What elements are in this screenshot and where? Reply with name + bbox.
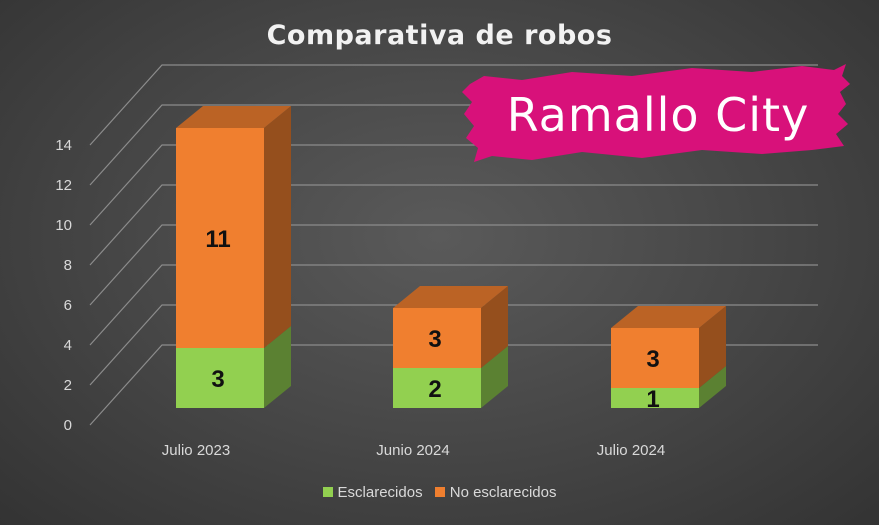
bar-segment-side bbox=[481, 346, 508, 408]
y-tick-label: 6 bbox=[64, 297, 72, 314]
bar-segment-side bbox=[699, 306, 726, 388]
data-label: 3 bbox=[211, 366, 224, 393]
gridline bbox=[89, 344, 818, 426]
bar-segment bbox=[393, 368, 481, 408]
legend-swatch-esclarecidos bbox=[322, 487, 333, 497]
y-tick-label: 8 bbox=[64, 257, 72, 274]
y-tick-label: 14 bbox=[55, 137, 72, 154]
y-tick-label: 10 bbox=[55, 217, 72, 234]
bar-top-face bbox=[611, 306, 726, 328]
gridline bbox=[89, 64, 818, 146]
legend-swatch-no-esclarecidos bbox=[434, 487, 445, 497]
x-tick-label: Junio 2024 bbox=[376, 442, 449, 459]
data-label: 2 bbox=[428, 376, 441, 403]
chart-title: Comparativa de robos bbox=[266, 20, 613, 51]
y-tick-label: 12 bbox=[55, 177, 72, 194]
bar-top-face bbox=[393, 286, 508, 308]
bar-segment-side bbox=[699, 366, 726, 408]
bar-segment bbox=[611, 328, 699, 388]
x-tick-label: Julio 2023 bbox=[162, 442, 230, 459]
y-tick-label: 2 bbox=[64, 377, 72, 394]
gridline bbox=[89, 184, 818, 266]
bar-segment bbox=[176, 128, 264, 348]
data-label: 11 bbox=[205, 226, 230, 253]
x-tick-label: Julio 2024 bbox=[597, 442, 665, 459]
gridline bbox=[89, 264, 818, 346]
gridline bbox=[89, 224, 818, 306]
y-tick-label: 4 bbox=[64, 337, 72, 354]
brand-logo: Ramallo City bbox=[462, 62, 854, 170]
chart-legend: Esclarecidos No esclarecidos bbox=[0, 484, 879, 501]
data-label: 1 bbox=[646, 386, 659, 413]
brand-brush-stroke bbox=[462, 64, 850, 162]
bar-segment bbox=[611, 388, 699, 408]
legend-label-esclarecidos: Esclarecidos bbox=[337, 484, 423, 501]
legend-item-no-esclarecidos: No esclarecidos bbox=[434, 484, 557, 501]
data-label: 3 bbox=[646, 346, 659, 373]
data-label: 3 bbox=[428, 326, 441, 353]
bar-segment-side bbox=[481, 286, 508, 368]
bar-segment-side bbox=[264, 326, 291, 408]
legend-item-esclarecidos: Esclarecidos bbox=[322, 484, 423, 501]
bar-segment bbox=[176, 348, 264, 408]
bar-segment-side bbox=[264, 106, 291, 348]
y-tick-label: 0 bbox=[64, 417, 72, 434]
bar-top-face bbox=[176, 106, 291, 128]
bar-segment bbox=[393, 308, 481, 368]
gridline bbox=[89, 304, 818, 386]
brand-text: Ramallo City bbox=[506, 88, 810, 142]
legend-label-no-esclarecidos: No esclarecidos bbox=[449, 484, 557, 501]
